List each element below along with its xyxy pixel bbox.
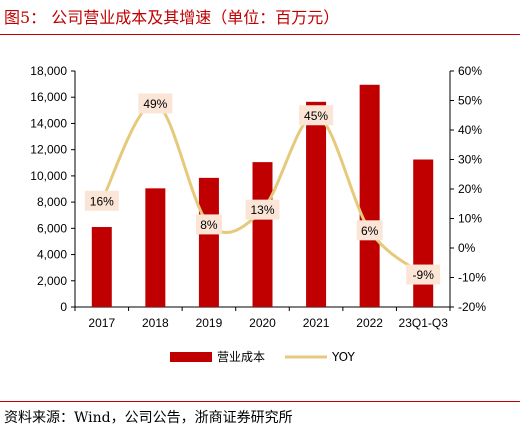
x-tick-label: 2020: [249, 316, 276, 330]
yoy-label-box: [138, 93, 173, 114]
x-tick-label: 23Q1-Q3: [399, 316, 449, 330]
chart-area: 0 2,000 4,000 6,000 8,000 10,000 12,000 14,000 1…: [30, 64, 486, 364]
right-tick-label: 50%: [458, 94, 482, 108]
yoy-label-box: [299, 105, 334, 126]
left-tick-label: 14,000: [30, 116, 67, 130]
left-tick-label: 12,000: [30, 143, 67, 157]
yoy-data-label: -9%: [413, 268, 435, 282]
right-tick-label: -20%: [458, 300, 486, 314]
left-tick-label: 2,000: [37, 274, 67, 288]
bar: [413, 159, 434, 307]
legend-label-bar: 营业成本: [217, 350, 265, 364]
yoy-label-box: [406, 264, 441, 285]
bar: [91, 227, 112, 307]
yoy-data-label: 16%: [90, 194, 114, 208]
yoy-label-box: [245, 199, 280, 220]
right-tick-label: 0%: [458, 241, 476, 255]
title-divider: [0, 34, 520, 35]
x-tick-label: 2019: [196, 316, 223, 330]
x-tick-label: 2018: [142, 316, 169, 330]
yoy-data-label: 13%: [250, 203, 274, 217]
x-tick-label: 2017: [88, 316, 115, 330]
left-tick-label: 4,000: [37, 248, 67, 262]
x-tick-label: 2021: [303, 316, 330, 330]
bar: [198, 177, 219, 307]
right-tick-label: 10%: [458, 212, 482, 226]
right-tick-label: 60%: [458, 64, 482, 78]
left-tick-label: 0: [60, 300, 67, 314]
x-tick-label: 2022: [356, 316, 383, 330]
right-tick-label: 20%: [458, 182, 482, 196]
yoy-label-box: [84, 190, 119, 211]
left-tick-label: 10,000: [30, 169, 67, 183]
yoy-label-box: [195, 214, 222, 235]
bar: [306, 101, 327, 307]
right-tick-label: 30%: [458, 153, 482, 167]
bar: [252, 162, 273, 307]
legend-swatch-bar: [170, 352, 212, 362]
right-tick-label: -10%: [458, 271, 486, 285]
legend-label-line: YOY: [331, 350, 355, 364]
yoy-data-label: 6%: [361, 224, 379, 238]
chart-title: 图5： 公司营业成本及其增速（单位：百万元）: [4, 8, 340, 27]
source-note: 资料来源：Wind，公司公告，浙商证券研究所: [4, 410, 293, 426]
left-tick-label: 18,000: [30, 64, 67, 78]
yoy-data-label: 49%: [143, 97, 167, 111]
left-tick-label: 6,000: [37, 221, 67, 235]
right-tick-label: 40%: [458, 123, 482, 137]
yoy-data-label: 45%: [304, 109, 328, 123]
source-divider: [0, 401, 520, 402]
bar: [359, 84, 380, 307]
bar: [145, 188, 166, 307]
yoy-data-label: 8%: [200, 218, 218, 232]
left-tick-label: 16,000: [30, 90, 67, 104]
yoy-label-box: [356, 220, 383, 241]
left-tick-label: 8,000: [37, 195, 67, 209]
